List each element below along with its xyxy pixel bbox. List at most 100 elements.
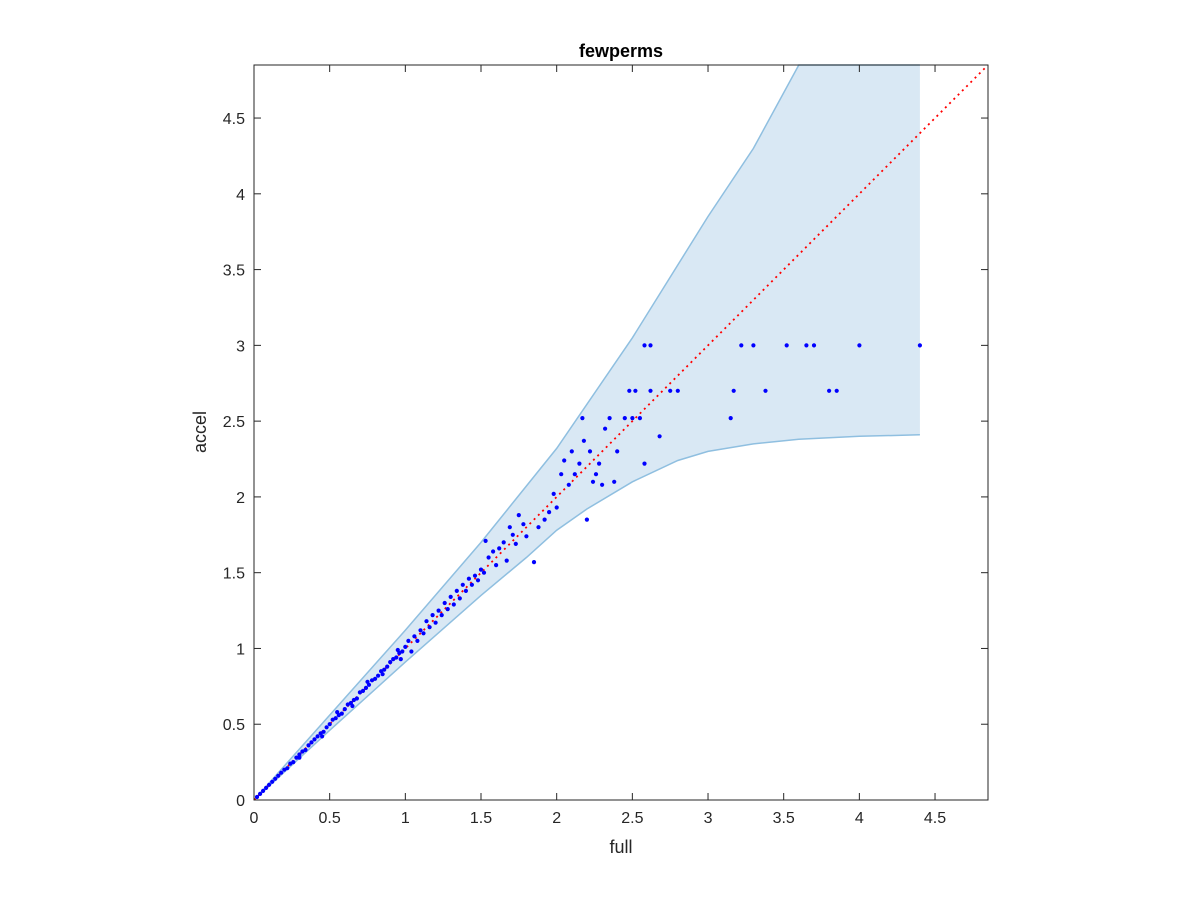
data-point (642, 343, 647, 348)
data-point (531, 560, 537, 565)
data-point (448, 594, 453, 600)
data-point (751, 343, 756, 348)
y-tick-label: 0 (236, 793, 245, 810)
chart-title: fewperms (579, 41, 663, 61)
x-tick-label: 2 (552, 810, 561, 827)
data-point (572, 472, 577, 477)
data-point (478, 567, 484, 572)
x-tick-label: 4.5 (924, 810, 946, 827)
data-point (559, 472, 564, 477)
data-point (542, 517, 547, 522)
data-point (445, 607, 450, 612)
data-point (254, 794, 260, 800)
data-point (382, 667, 387, 672)
data-point (327, 722, 332, 727)
data-point (486, 555, 491, 560)
reference-line (253, 64, 989, 801)
data-point (264, 785, 269, 791)
x-tick-label: 2.5 (621, 810, 643, 827)
data-point (536, 525, 541, 530)
data-point (403, 644, 408, 650)
data-point (483, 538, 488, 544)
data-point (590, 479, 596, 484)
data-point (668, 388, 673, 393)
data-point (303, 747, 308, 753)
data-point (510, 532, 515, 537)
y-tick-label: 4.5 (223, 111, 245, 128)
data-point (388, 660, 393, 665)
data-point (451, 602, 456, 607)
data-point (675, 388, 680, 393)
data-point (335, 710, 340, 715)
data-point (297, 752, 302, 757)
data-point (562, 458, 567, 463)
data-point (333, 716, 338, 721)
confidence-band-lower (253, 434, 920, 801)
data-point (566, 482, 571, 487)
data-point (354, 696, 359, 701)
data-point (475, 578, 481, 583)
data-point (554, 505, 559, 510)
data-point (607, 416, 612, 421)
y-tick-label: 4 (236, 187, 245, 204)
data-point (630, 416, 635, 421)
data-point (442, 600, 447, 606)
data-point (385, 664, 390, 669)
data-point (569, 449, 574, 454)
data-point (324, 725, 329, 730)
data-point (603, 426, 608, 431)
data-point (350, 703, 355, 709)
x-tick-label: 3.5 (773, 810, 795, 827)
data-point (784, 343, 789, 348)
data-point (577, 461, 582, 466)
data-point (597, 461, 602, 466)
data-points (254, 343, 923, 800)
data-point (857, 343, 862, 348)
data-point (365, 679, 370, 684)
data-point (409, 649, 414, 654)
data-point (321, 729, 326, 734)
data-point (612, 479, 617, 484)
data-point (642, 461, 647, 466)
reference-line-layer (253, 64, 989, 801)
data-point (315, 734, 320, 739)
data-point (398, 657, 403, 662)
data-point (463, 588, 468, 594)
data-point (342, 707, 347, 712)
x-tick-label: 4 (855, 810, 864, 827)
data-point (584, 517, 590, 522)
data-point (400, 649, 405, 654)
data-point (834, 388, 839, 393)
plot-area-border (253, 64, 989, 801)
data-point (394, 655, 399, 660)
x-tick-label: 0 (250, 810, 259, 827)
data-point (504, 558, 509, 563)
confidence-band-upper (253, 64, 920, 801)
data-point (472, 573, 478, 578)
data-point (291, 760, 296, 765)
data-point (657, 434, 662, 439)
data-point (491, 549, 496, 554)
x-tick-label: 1 (401, 810, 410, 827)
data-point (457, 596, 462, 601)
data-point (376, 673, 381, 678)
data-point (513, 541, 518, 547)
data-point (627, 388, 632, 393)
data-point (648, 343, 653, 348)
data-point (593, 472, 599, 477)
data-point (276, 773, 281, 778)
y-tick-label: 1 (236, 641, 245, 658)
y-tick-label: 2.5 (223, 414, 245, 431)
data-point (581, 438, 587, 443)
x-tick-label: 1.5 (470, 810, 492, 827)
data-point (373, 676, 378, 681)
data-point (637, 416, 643, 421)
data-point (728, 416, 733, 421)
data-point (436, 608, 441, 613)
y-tick-label: 1.5 (223, 566, 245, 583)
data-point (454, 588, 459, 594)
data-point (633, 388, 638, 393)
data-point (415, 638, 420, 644)
data-point (615, 449, 620, 454)
